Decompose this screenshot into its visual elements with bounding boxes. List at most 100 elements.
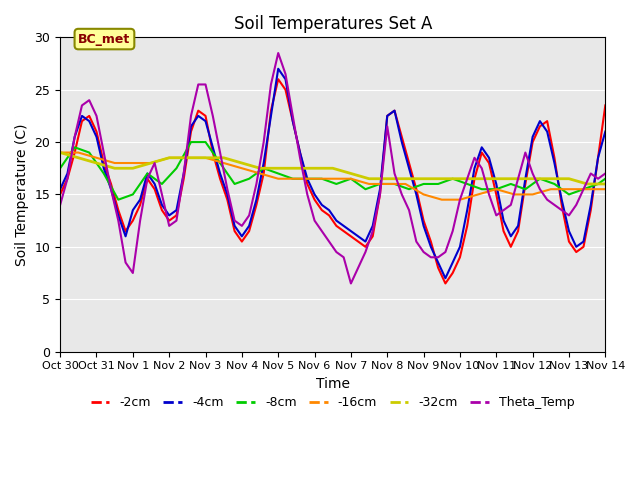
-16cm — [292, 176, 300, 181]
Line: -32cm: -32cm — [60, 153, 605, 184]
-4cm — [56, 186, 64, 192]
-32cm — [565, 176, 573, 181]
-8cm — [594, 181, 602, 187]
-16cm — [438, 197, 445, 203]
-16cm — [602, 186, 609, 192]
-16cm — [184, 155, 191, 161]
-8cm — [390, 181, 398, 187]
-4cm — [427, 244, 435, 250]
-16cm — [420, 192, 428, 197]
-32cm — [547, 176, 555, 181]
-16cm — [56, 150, 64, 156]
Theta_Temp — [435, 254, 442, 260]
-32cm — [329, 166, 337, 171]
-8cm — [478, 186, 486, 192]
-32cm — [184, 155, 191, 161]
-16cm — [547, 186, 555, 192]
-2cm — [413, 186, 420, 192]
-8cm — [420, 181, 428, 187]
Theta_Temp — [347, 281, 355, 287]
-32cm — [438, 176, 445, 181]
-2cm — [427, 239, 435, 244]
-16cm — [74, 150, 82, 156]
-16cm — [111, 160, 118, 166]
-16cm — [401, 181, 409, 187]
Theta_Temp — [56, 202, 64, 208]
-8cm — [100, 170, 108, 176]
-4cm — [275, 66, 282, 72]
-16cm — [456, 197, 464, 203]
-32cm — [456, 176, 464, 181]
-4cm — [413, 192, 420, 197]
-32cm — [129, 166, 137, 171]
-4cm — [442, 276, 449, 281]
Line: Theta_Temp: Theta_Temp — [60, 53, 605, 284]
-32cm — [492, 176, 500, 181]
-2cm — [347, 233, 355, 239]
-32cm — [111, 166, 118, 171]
-16cm — [347, 176, 355, 181]
-8cm — [231, 181, 239, 187]
-8cm — [333, 181, 340, 187]
Line: -16cm: -16cm — [60, 153, 605, 200]
-8cm — [289, 176, 296, 181]
-8cm — [56, 166, 64, 171]
-8cm — [522, 186, 529, 192]
-8cm — [602, 176, 609, 181]
-32cm — [420, 176, 428, 181]
-32cm — [511, 176, 518, 181]
-32cm — [275, 166, 282, 171]
-32cm — [383, 176, 391, 181]
Theta_Temp — [245, 213, 253, 218]
-32cm — [74, 155, 82, 161]
Line: -8cm: -8cm — [60, 142, 605, 200]
-8cm — [129, 192, 137, 197]
-16cm — [529, 192, 536, 197]
-16cm — [383, 181, 391, 187]
-8cm — [405, 186, 413, 192]
Line: -4cm: -4cm — [60, 69, 605, 278]
-8cm — [260, 166, 268, 171]
-8cm — [85, 150, 93, 156]
-4cm — [107, 186, 115, 192]
-8cm — [275, 170, 282, 176]
-8cm — [550, 181, 558, 187]
-2cm — [442, 281, 449, 287]
-16cm — [329, 176, 337, 181]
Title: Soil Temperatures Set A: Soil Temperatures Set A — [234, 15, 432, 33]
-8cm — [318, 176, 326, 181]
-8cm — [245, 176, 253, 181]
Legend: -2cm, -4cm, -8cm, -16cm, -32cm, Theta_Temp: -2cm, -4cm, -8cm, -16cm, -32cm, Theta_Te… — [86, 391, 580, 414]
-32cm — [365, 176, 373, 181]
-32cm — [56, 150, 64, 156]
Y-axis label: Soil Temperature (C): Soil Temperature (C) — [15, 123, 29, 266]
-32cm — [238, 160, 246, 166]
-32cm — [256, 166, 264, 171]
-16cm — [565, 186, 573, 192]
-8cm — [463, 181, 471, 187]
-32cm — [165, 155, 173, 161]
-8cm — [158, 181, 166, 187]
-2cm — [507, 244, 515, 250]
Theta_Temp — [420, 249, 428, 255]
-2cm — [275, 76, 282, 82]
-32cm — [220, 155, 228, 161]
-2cm — [107, 181, 115, 187]
-16cm — [238, 166, 246, 171]
-16cm — [147, 160, 155, 166]
-32cm — [347, 170, 355, 176]
-32cm — [583, 181, 591, 187]
-8cm — [303, 176, 311, 181]
-4cm — [347, 228, 355, 234]
-8cm — [115, 197, 122, 203]
-32cm — [202, 155, 209, 161]
-2cm — [56, 192, 64, 197]
Theta_Temp — [355, 265, 362, 271]
-8cm — [565, 192, 573, 197]
X-axis label: Time: Time — [316, 377, 349, 391]
-4cm — [602, 129, 609, 134]
-32cm — [147, 160, 155, 166]
Theta_Temp — [275, 50, 282, 56]
-8cm — [449, 176, 456, 181]
-16cm — [311, 176, 319, 181]
